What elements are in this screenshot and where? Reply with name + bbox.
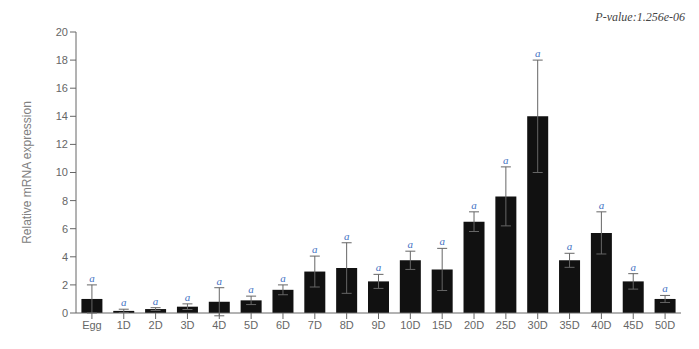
svg-text:10D: 10D xyxy=(400,319,420,331)
svg-text:18: 18 xyxy=(56,54,68,66)
svg-text:10: 10 xyxy=(56,166,68,178)
svg-text:14: 14 xyxy=(56,110,68,122)
svg-text:a: a xyxy=(599,199,605,211)
html-text:P-value:1.256e-06: P-value:1.256e-06 xyxy=(595,10,685,24)
svg-text:40D: 40D xyxy=(591,319,611,331)
svg-text:4D: 4D xyxy=(212,319,226,331)
svg-text:25D: 25D xyxy=(496,319,516,331)
svg-text:8: 8 xyxy=(62,195,68,207)
svg-text:a: a xyxy=(503,154,509,166)
svg-text:a: a xyxy=(344,230,350,242)
svg-text:12: 12 xyxy=(56,138,68,150)
svg-text:50D: 50D xyxy=(655,319,675,331)
svg-text:Egg: Egg xyxy=(82,319,102,331)
svg-text:20D: 20D xyxy=(464,319,484,331)
svg-text:a: a xyxy=(153,295,159,307)
svg-text:1D: 1D xyxy=(117,319,131,331)
svg-text:9D: 9D xyxy=(371,319,385,331)
svg-text:a: a xyxy=(408,238,414,250)
svg-text:7D: 7D xyxy=(308,319,322,331)
svg-text:0: 0 xyxy=(62,307,68,319)
svg-text:15D: 15D xyxy=(432,319,452,331)
svg-text:2: 2 xyxy=(62,279,68,291)
svg-text:8D: 8D xyxy=(340,319,354,331)
svg-text:4: 4 xyxy=(62,251,68,263)
svg-text:30D: 30D xyxy=(528,319,548,331)
svg-text:2D: 2D xyxy=(149,319,163,331)
svg-text:a: a xyxy=(630,261,636,273)
svg-text:a: a xyxy=(567,240,573,252)
svg-text:a: a xyxy=(280,272,286,284)
svg-text:Relative mRNA expression: Relative mRNA expression xyxy=(20,101,34,244)
svg-text:16: 16 xyxy=(56,82,68,94)
svg-text:a: a xyxy=(535,47,541,59)
svg-text:20: 20 xyxy=(56,26,68,38)
svg-text:a: a xyxy=(662,282,668,294)
svg-text:5D: 5D xyxy=(244,319,258,331)
svg-text:35D: 35D xyxy=(559,319,579,331)
svg-text:6D: 6D xyxy=(276,319,290,331)
svg-text:6: 6 xyxy=(62,223,68,235)
svg-text:a: a xyxy=(217,275,223,287)
svg-text:45D: 45D xyxy=(623,319,643,331)
svg-text:a: a xyxy=(312,243,318,255)
svg-text:a: a xyxy=(121,296,127,308)
svg-text:3D: 3D xyxy=(180,319,194,331)
svg-text:a: a xyxy=(185,291,191,303)
svg-text:a: a xyxy=(248,283,254,295)
svg-text:a: a xyxy=(376,261,382,273)
svg-text:a: a xyxy=(471,199,477,211)
svg-text:a: a xyxy=(89,272,95,284)
svg-text:a: a xyxy=(439,235,445,247)
